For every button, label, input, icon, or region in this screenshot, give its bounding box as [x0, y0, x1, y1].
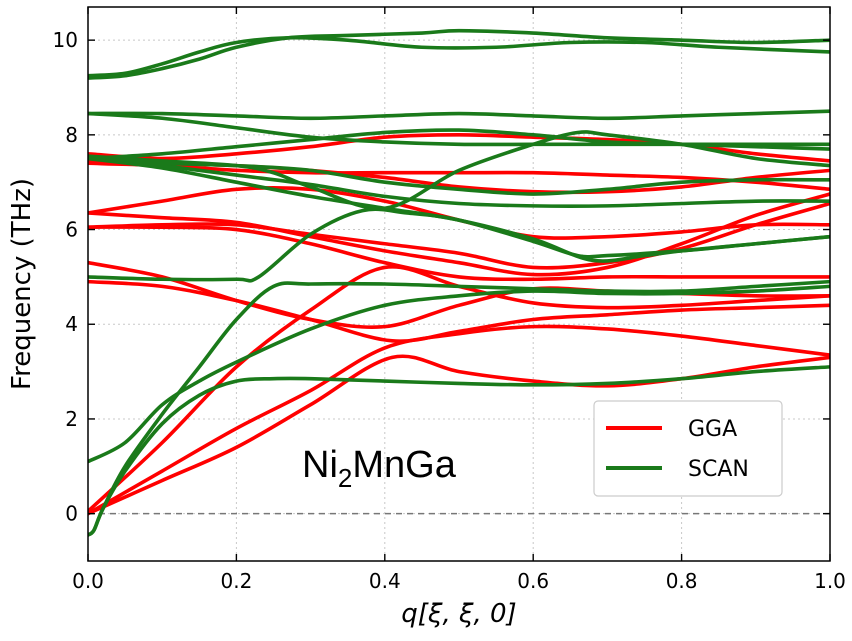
- annotation-subscript: 2: [338, 463, 352, 493]
- material-annotation: Ni2MnGa: [302, 444, 457, 493]
- series-layer: [88, 28, 830, 537]
- annotation-base: Ni: [302, 444, 338, 486]
- gga-branch-8: [88, 192, 830, 277]
- y-tick-label: 2: [65, 407, 78, 431]
- x-tick-label: 0.4: [369, 569, 401, 593]
- scan-branch-3: [88, 284, 830, 464]
- y-tick-label: 0: [65, 502, 78, 526]
- gga-branch-7: [88, 201, 830, 270]
- x-axis-label: q[ξ, ξ, 0]: [401, 599, 516, 629]
- y-tick-label: 10: [53, 28, 78, 52]
- annotation-rest: MnGa: [352, 444, 456, 486]
- gga-branch-6: [88, 225, 830, 282]
- scan-branch-2: [88, 279, 830, 537]
- x-tick-label: 1.0: [814, 569, 846, 593]
- y-axis-label: Frequency (THz): [7, 178, 37, 390]
- axis-ticks: 0.0 0.2 0.4 0.6 0.8 1.0 0 2 4 6 8 10: [53, 7, 846, 593]
- x-tick-label: 0.0: [72, 569, 104, 593]
- scan-branch-12: [88, 28, 830, 80]
- scan-branch-6: [88, 154, 830, 208]
- x-tick-label: 0.6: [517, 569, 549, 593]
- gga-branch-3: [88, 265, 830, 514]
- plot-frame: [87, 6, 831, 562]
- scan-branch-5: [88, 156, 830, 263]
- legend-box: [593, 400, 783, 497]
- gga-branch-10: [88, 161, 830, 192]
- legend-label-gga: GGA: [688, 417, 737, 442]
- legend-label-scan: SCAN: [688, 457, 749, 482]
- x-tick-label: 0.8: [666, 569, 698, 593]
- series-scan: [88, 28, 830, 537]
- y-tick-label: 8: [65, 123, 78, 147]
- gga-branch-4: [88, 279, 830, 343]
- gga-branch-2: [88, 324, 830, 516]
- y-tick-label: 6: [65, 218, 78, 242]
- scan-branch-11: [88, 109, 830, 121]
- legend: GGA SCAN: [593, 400, 783, 497]
- x-tick-label: 0.2: [220, 569, 252, 593]
- scan-branch-10: [88, 111, 830, 147]
- scan-branch-13: [88, 35, 830, 78]
- y-tick-label: 4: [65, 312, 78, 336]
